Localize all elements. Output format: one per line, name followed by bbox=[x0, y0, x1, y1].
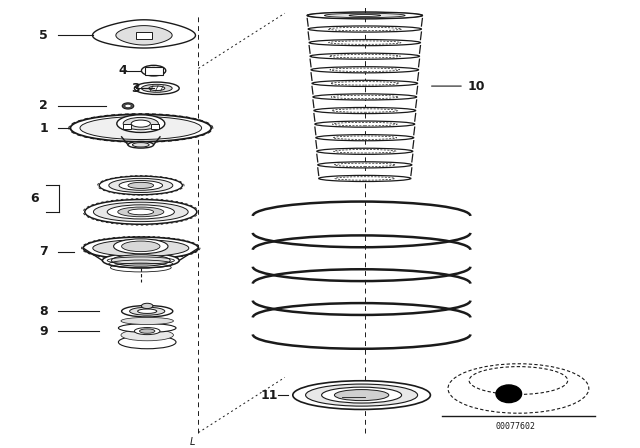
Ellipse shape bbox=[118, 207, 164, 217]
Ellipse shape bbox=[128, 142, 154, 148]
Polygon shape bbox=[123, 124, 131, 129]
Ellipse shape bbox=[122, 241, 160, 252]
Ellipse shape bbox=[149, 86, 165, 90]
Ellipse shape bbox=[324, 13, 405, 17]
Ellipse shape bbox=[141, 84, 172, 92]
Ellipse shape bbox=[349, 14, 381, 17]
Text: 10: 10 bbox=[467, 80, 484, 93]
Text: 5: 5 bbox=[39, 29, 48, 42]
Ellipse shape bbox=[102, 253, 179, 268]
Text: 1: 1 bbox=[39, 121, 48, 134]
Ellipse shape bbox=[111, 255, 170, 266]
Text: 00077602: 00077602 bbox=[495, 422, 535, 431]
Ellipse shape bbox=[93, 240, 189, 257]
Text: 9: 9 bbox=[40, 325, 48, 338]
Ellipse shape bbox=[309, 39, 420, 46]
Ellipse shape bbox=[122, 306, 173, 317]
Ellipse shape bbox=[118, 336, 176, 349]
Ellipse shape bbox=[334, 390, 388, 401]
Ellipse shape bbox=[310, 53, 420, 59]
Ellipse shape bbox=[109, 178, 173, 193]
Ellipse shape bbox=[317, 148, 413, 155]
Ellipse shape bbox=[121, 329, 173, 341]
Ellipse shape bbox=[306, 384, 417, 406]
Ellipse shape bbox=[83, 237, 198, 259]
Ellipse shape bbox=[93, 202, 188, 222]
Ellipse shape bbox=[138, 309, 157, 314]
Text: 4: 4 bbox=[118, 64, 127, 77]
Ellipse shape bbox=[80, 116, 202, 139]
Ellipse shape bbox=[319, 175, 411, 181]
Text: 8: 8 bbox=[40, 305, 48, 318]
Ellipse shape bbox=[448, 364, 589, 413]
Ellipse shape bbox=[314, 108, 416, 114]
Ellipse shape bbox=[312, 80, 417, 86]
Ellipse shape bbox=[129, 307, 165, 315]
Ellipse shape bbox=[134, 327, 160, 335]
Ellipse shape bbox=[313, 94, 417, 100]
Ellipse shape bbox=[131, 120, 150, 127]
Ellipse shape bbox=[85, 199, 197, 224]
Ellipse shape bbox=[108, 205, 174, 219]
Ellipse shape bbox=[114, 239, 168, 254]
Text: 2: 2 bbox=[39, 99, 48, 112]
Polygon shape bbox=[136, 32, 152, 39]
Ellipse shape bbox=[119, 181, 163, 190]
Polygon shape bbox=[93, 20, 196, 48]
Ellipse shape bbox=[99, 176, 182, 195]
Ellipse shape bbox=[124, 117, 159, 130]
Ellipse shape bbox=[134, 82, 179, 95]
Ellipse shape bbox=[117, 115, 165, 133]
Circle shape bbox=[496, 385, 522, 403]
Ellipse shape bbox=[132, 142, 149, 147]
Text: 3: 3 bbox=[131, 82, 140, 95]
Ellipse shape bbox=[128, 182, 154, 189]
Ellipse shape bbox=[311, 67, 419, 73]
Ellipse shape bbox=[128, 209, 154, 215]
Ellipse shape bbox=[317, 162, 412, 168]
Ellipse shape bbox=[307, 12, 422, 19]
Ellipse shape bbox=[292, 381, 430, 409]
Polygon shape bbox=[151, 124, 159, 129]
Ellipse shape bbox=[469, 366, 568, 394]
Ellipse shape bbox=[315, 121, 415, 127]
Polygon shape bbox=[116, 26, 172, 45]
Ellipse shape bbox=[321, 387, 402, 403]
Ellipse shape bbox=[140, 329, 155, 333]
Text: 7: 7 bbox=[39, 245, 48, 258]
Ellipse shape bbox=[307, 13, 422, 18]
Ellipse shape bbox=[121, 317, 173, 324]
Ellipse shape bbox=[308, 26, 421, 32]
Ellipse shape bbox=[141, 65, 166, 76]
Text: 6: 6 bbox=[30, 192, 38, 205]
Ellipse shape bbox=[141, 303, 153, 309]
Ellipse shape bbox=[70, 114, 211, 142]
Ellipse shape bbox=[125, 104, 131, 108]
Ellipse shape bbox=[316, 135, 413, 141]
Text: L: L bbox=[190, 437, 195, 447]
Polygon shape bbox=[145, 67, 163, 75]
Ellipse shape bbox=[147, 67, 161, 74]
Ellipse shape bbox=[118, 323, 176, 332]
Text: 11: 11 bbox=[261, 388, 278, 401]
Ellipse shape bbox=[122, 103, 134, 109]
